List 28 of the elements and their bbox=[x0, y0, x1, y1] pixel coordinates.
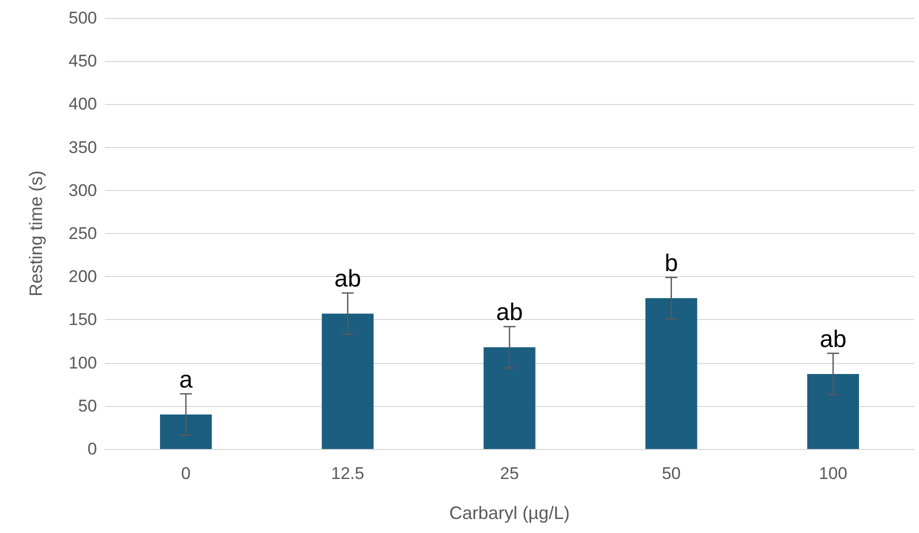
y-axis-title: Resting time (s) bbox=[26, 170, 46, 297]
y-tick-label: 200 bbox=[68, 267, 97, 286]
x-tick-label: 12.5 bbox=[331, 464, 364, 483]
y-tick-label: 350 bbox=[68, 138, 97, 157]
annotation: ab bbox=[334, 265, 362, 292]
bar bbox=[645, 298, 698, 449]
x-tick-label: 25 bbox=[500, 464, 519, 483]
annotation: ab bbox=[496, 299, 523, 326]
y-tick-label: 400 bbox=[68, 94, 97, 114]
y-tick-label: 50 bbox=[78, 396, 97, 416]
x-tick-label: 50 bbox=[662, 464, 681, 483]
y-tick-label: 300 bbox=[68, 180, 97, 200]
y-tick-label: 0 bbox=[88, 440, 97, 458]
y-tick-label: 100 bbox=[68, 353, 97, 372]
y-tick-label: 500 bbox=[68, 8, 97, 28]
bar bbox=[322, 314, 374, 449]
y-tick-label: 250 bbox=[68, 224, 97, 243]
bar bbox=[484, 347, 536, 449]
x-tick-label: 100 bbox=[818, 464, 848, 483]
y-tick-label: 150 bbox=[68, 310, 97, 330]
bar bbox=[807, 374, 859, 449]
x-axis-title: Carbaryl (µg/L) bbox=[449, 503, 570, 523]
bar bbox=[160, 414, 212, 449]
annotation: ab bbox=[820, 326, 846, 353]
x-tick-label: 0 bbox=[181, 464, 191, 483]
annotation: a bbox=[179, 366, 194, 394]
y-tick-label: 450 bbox=[68, 52, 97, 71]
annotation: b bbox=[664, 250, 678, 277]
